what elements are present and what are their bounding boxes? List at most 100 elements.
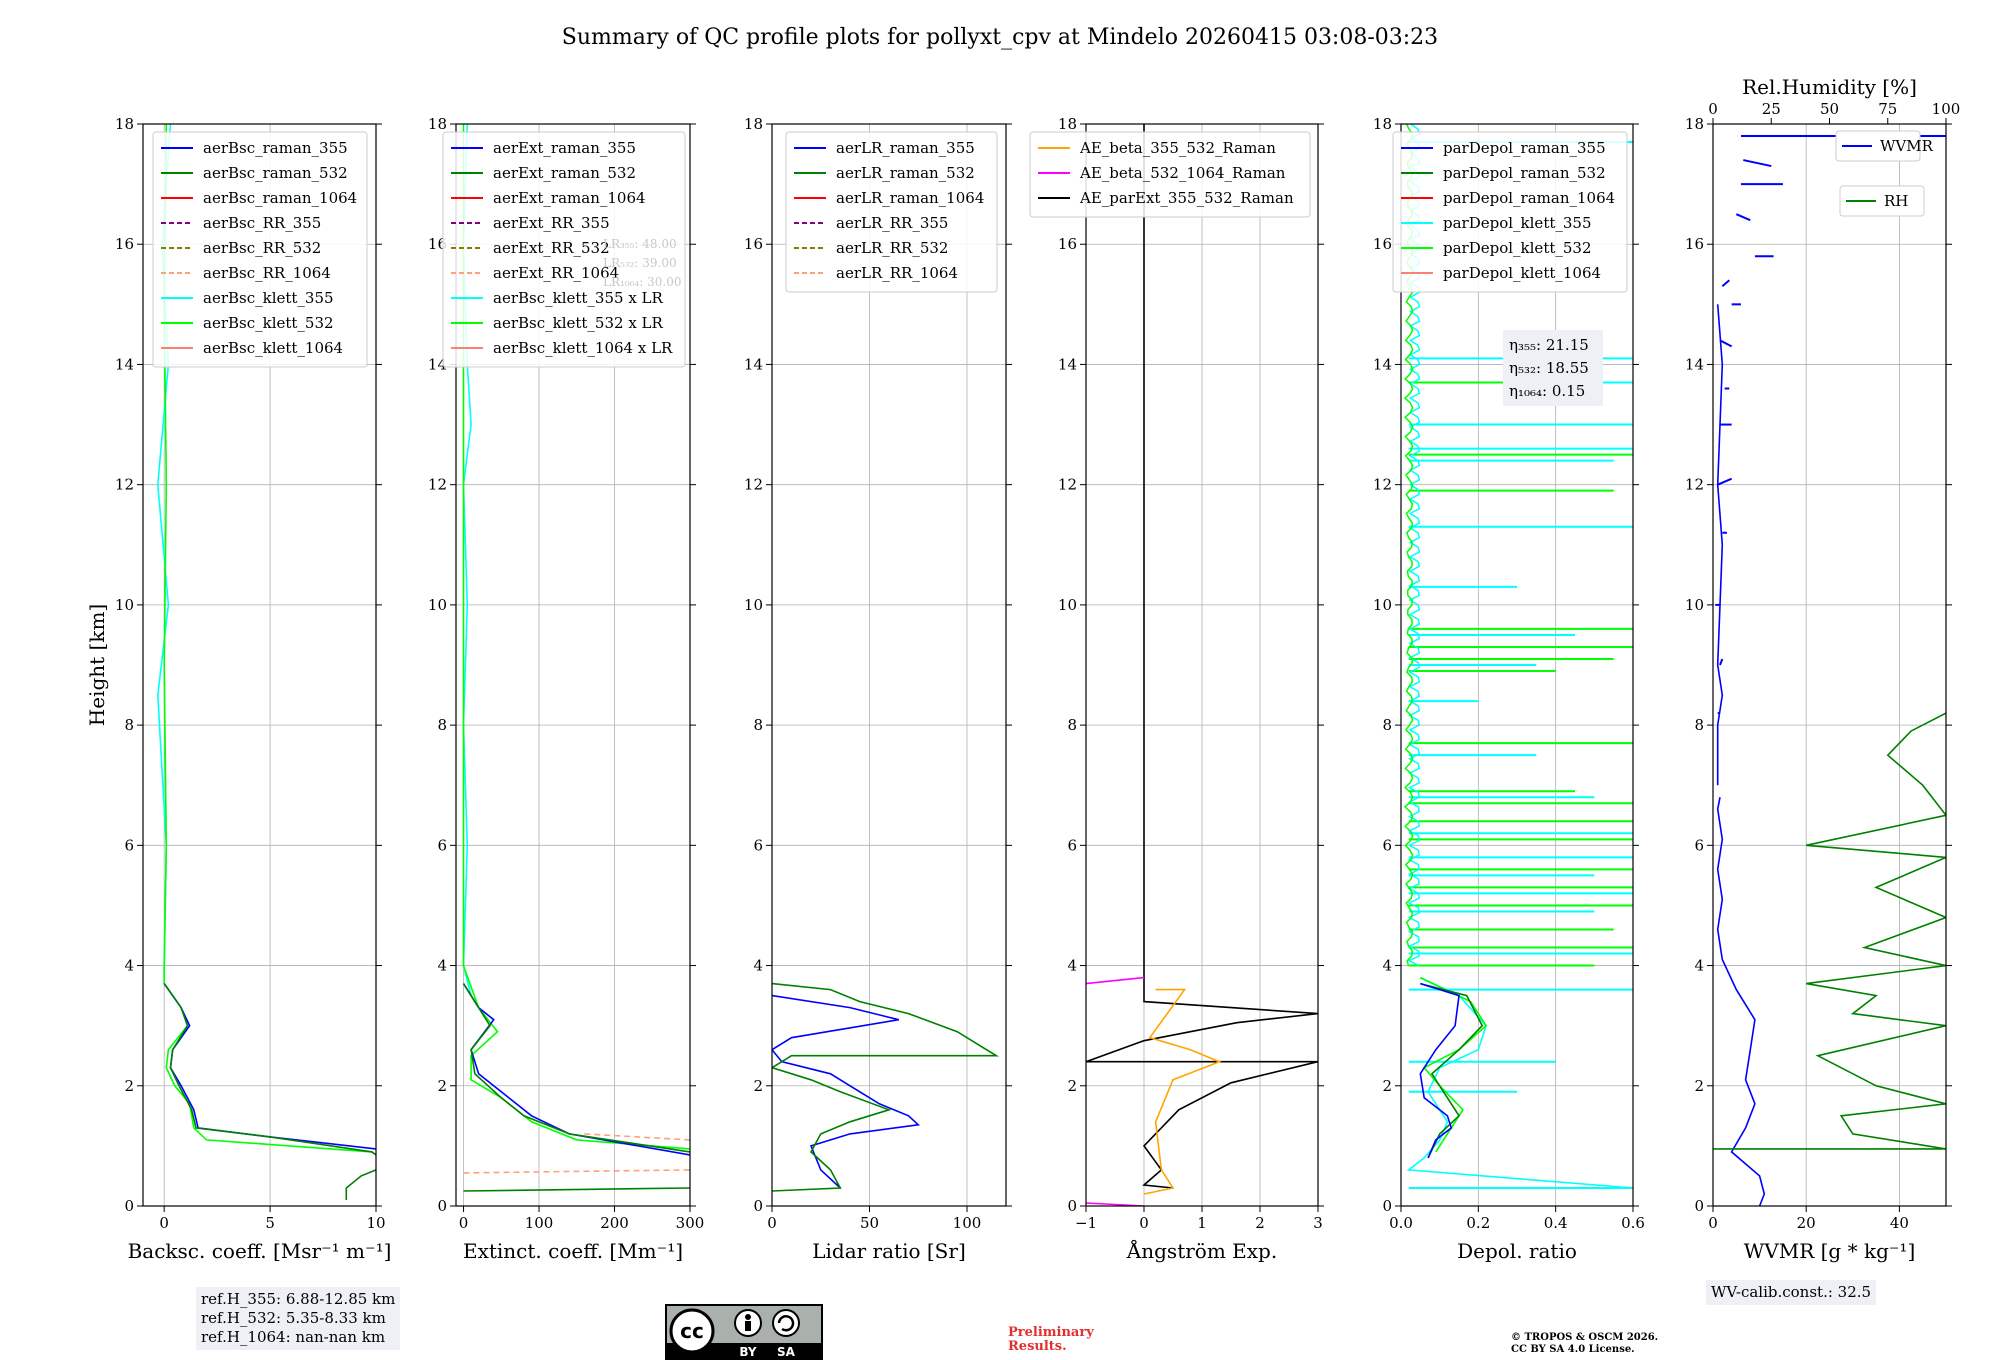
x-tick-label: 0	[767, 1214, 777, 1232]
y-tick-label: 10	[1373, 596, 1392, 614]
wvmr-segment	[1719, 658, 1724, 666]
wvmr-segment	[1717, 477, 1733, 486]
series-aerExt_raman_355	[462, 983, 690, 1156]
legend-label: AE_beta_355_532_Raman	[1079, 139, 1276, 157]
y-tick-label: 8	[753, 716, 763, 734]
eta-box	[1503, 330, 1603, 406]
legend-label: aerBsc_klett_532 x LR	[493, 314, 664, 332]
legend-label: RH	[1884, 192, 1908, 210]
y-tick-label: 10	[1685, 596, 1704, 614]
series-aerLR_raman_355	[772, 994, 921, 1189]
ref-height-355: ref.H_355: 6.88-12.85 km	[201, 1290, 396, 1308]
y-tick-label: 6	[1067, 836, 1077, 854]
axes-frame	[455, 123, 691, 1207]
legend-label: aerBsc_raman_532	[203, 164, 348, 182]
y-tick-label: 0	[124, 1197, 134, 1215]
legend-depol: parDepol_raman_355 parDepol_raman_532 parD…	[1392, 131, 1628, 293]
y-tick-label: 4	[753, 957, 763, 975]
eta-label: η₁₀₆₄: 0.15	[1509, 382, 1585, 400]
lr-annotation: LR₅₃₂: 39.00	[603, 256, 677, 270]
copyright-line-2: CC BY SA 4.0 License.	[1511, 1344, 1635, 1355]
plot-area-depol	[1403, 124, 1633, 1189]
top-x-axis-label: Rel.Humidity [%]	[1742, 75, 1917, 99]
y-tick-label: 0	[437, 1197, 447, 1215]
legend-label: aerBsc_RR_355	[203, 214, 321, 232]
y-tick-label: 14	[1373, 355, 1392, 373]
series-aerExt_RR_1064	[584, 1133, 690, 1141]
top-x-tick-label: 0	[1708, 100, 1718, 118]
wvmr-segment	[1743, 159, 1772, 168]
wv-calibration-box: WV-calib.const.: 32.5	[1706, 1280, 1877, 1305]
axes-frame	[771, 123, 1007, 1207]
wvmr-segment	[1735, 213, 1751, 222]
y-tick-label: 4	[124, 957, 134, 975]
y-tick-label: 18	[428, 115, 447, 133]
ref-height-1064: ref.H_1064: nan-nan km	[201, 1328, 386, 1346]
y-tick-label: 18	[1685, 115, 1704, 133]
x-tick-label: 0	[159, 1214, 169, 1232]
x-tick-label: 0	[459, 1214, 469, 1232]
series-aerLR_raman_532	[772, 982, 1000, 1192]
series-aerExt_raman_532	[462, 983, 690, 1153]
x-tick-label: 5	[265, 1214, 275, 1232]
x-tick-label: 50	[860, 1214, 879, 1232]
series-RH	[1713, 712, 1946, 1150]
top-x-tick-label: 75	[1878, 100, 1897, 118]
y-tick-label: 8	[1067, 716, 1077, 734]
y-tick-label: 18	[115, 115, 134, 133]
x-tick-label: 20	[1797, 1214, 1816, 1232]
x-tick-label: 0	[1708, 1214, 1718, 1232]
legend-lr: aerLR_raman_355 aerLR_raman_532 aerLR_rama…	[785, 131, 998, 293]
series-parDepol_klett_532	[1419, 976, 1488, 1153]
x-axis-label: WVMR [g * kg⁻¹]	[1744, 1239, 1916, 1263]
legend-label: parDepol_klett_1064	[1443, 264, 1601, 282]
y-tick-label: 6	[1694, 836, 1704, 854]
legend-label: aerLR_RR_355	[836, 214, 948, 232]
y-tick-label: 0	[753, 1197, 763, 1215]
y-tick-label: 0	[1382, 1197, 1392, 1215]
x-axis-label: Depol. ratio	[1457, 1239, 1577, 1263]
y-tick-label: 4	[1694, 957, 1704, 975]
legend-box-rh	[1839, 185, 1925, 217]
y-tick-label: 12	[115, 476, 134, 494]
panel-bsc: 0 5 10 0 2 4 6 8 10 12 14 16 18 Backsc. coeff. [Msr⁻¹…	[115, 115, 391, 1263]
y-tick-label: 8	[437, 716, 447, 734]
y-tick-label: 16	[115, 235, 134, 253]
series-parDepol_raman_355	[1419, 982, 1460, 1159]
preliminary-line-1: Preliminary	[1008, 1325, 1094, 1340]
series-parDepol_raman_532	[1420, 982, 1484, 1159]
series-aerExt_raman_532	[463, 1187, 690, 1192]
wvmr-segment	[1721, 279, 1730, 288]
y-tick-label: 6	[437, 836, 447, 854]
y-tick-label: 16	[1373, 235, 1392, 253]
legend-label: aerLR_RR_1064	[836, 264, 958, 282]
x-tick-label: 0.0	[1389, 1214, 1413, 1232]
legend-label: AE_parExt_355_532_Raman	[1079, 189, 1294, 207]
legend-label: aerBsc_klett_355 x LR	[493, 289, 664, 307]
y-tick-label: 14	[428, 355, 447, 373]
panel-depol: 0.0 0.2 0.4 0.6 0 2 4 6 8 10 12 14 16 18 Depol. ratio p…	[1373, 115, 1645, 1263]
reference-heights-box: ref.H_355: 6.88-12.85 km ref.H_532: 5.35…	[196, 1287, 401, 1350]
legend-label: aerBsc_RR_1064	[203, 264, 331, 282]
axes-frame	[1400, 123, 1634, 1207]
series-AE_beta_355_532_Raman	[1143, 988, 1222, 1195]
preliminary-line-2: Results.	[1008, 1339, 1067, 1354]
x-tick-label: 0.2	[1466, 1214, 1490, 1232]
legend-label: aerBsc_klett_355	[203, 289, 334, 307]
y-tick-label: 8	[124, 716, 134, 734]
y-tick-label: 10	[115, 596, 134, 614]
y-tick-label: 16	[1685, 235, 1704, 253]
legend-box	[1029, 131, 1311, 218]
x-axis-label: Extinct. coeff. [Mm⁻¹]	[463, 1239, 683, 1263]
legend-label: aerBsc_klett_532	[203, 314, 334, 332]
y-tick-label: 0	[1067, 1197, 1077, 1215]
legend-label: aerLR_RR_532	[836, 239, 948, 257]
ref-height-532: ref.H_532: 5.35-8.33 km	[201, 1309, 386, 1327]
legend-box-wvmr	[1835, 130, 1921, 162]
y-tick-label: 14	[115, 355, 134, 373]
y-tick-label: 4	[1067, 957, 1077, 975]
legend-label: aerBsc_klett_1064 x LR	[493, 339, 673, 357]
x-axis-label: Lidar ratio [Sr]	[812, 1239, 966, 1263]
